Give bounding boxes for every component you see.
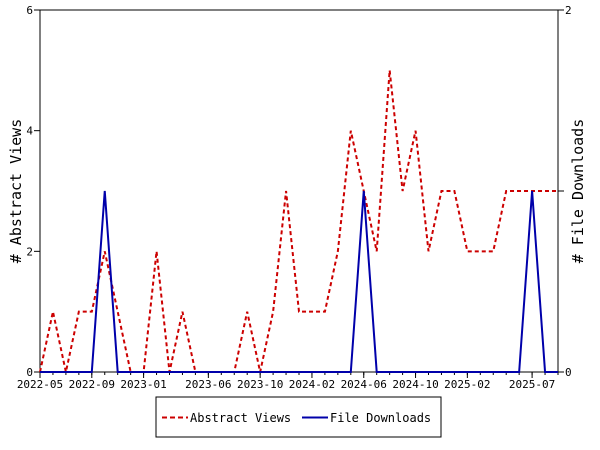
legend-label-file-downloads: File Downloads bbox=[330, 411, 431, 425]
x-tick-label: 2022-09 bbox=[69, 378, 115, 391]
y-left-tick-label: 4 bbox=[26, 125, 33, 138]
legend: Abstract Views File Downloads bbox=[155, 396, 442, 438]
y-right-tick-label: 2 bbox=[565, 4, 572, 17]
legend-label-abstract-views: Abstract Views bbox=[190, 411, 291, 425]
x-tick-label: 2024-02 bbox=[289, 378, 335, 391]
y-left-tick-label: 0 bbox=[26, 366, 33, 379]
legend-box bbox=[155, 396, 442, 438]
y-right-axis-title: # File Downloads bbox=[569, 119, 587, 264]
y-left-axis-title: # Abstract Views bbox=[7, 119, 25, 264]
x-tick-label: 2025-07 bbox=[509, 378, 555, 391]
x-axis: 2022-05 2022-09 2023-01 2023-06 2023-10 2024-… bbox=[17, 372, 559, 391]
x-tick-label: 2024-10 bbox=[392, 378, 438, 391]
series-layer bbox=[39, 70, 558, 373]
y-left-tick-label: 2 bbox=[26, 245, 33, 258]
x-tick-label: 2025-02 bbox=[444, 378, 490, 391]
plot-area bbox=[39, 9, 559, 373]
x-tick-label: 2023-06 bbox=[185, 378, 231, 391]
y-right-tick-label: 0 bbox=[565, 366, 572, 379]
x-tick-label: 2024-06 bbox=[341, 378, 387, 391]
y-left-axis: 0 2 4 6 bbox=[26, 4, 40, 379]
series-line-abstract-views bbox=[39, 70, 558, 373]
y-left-tick-label: 6 bbox=[26, 4, 33, 17]
series-line-file-downloads bbox=[40, 190, 558, 373]
x-tick-label: 2023-10 bbox=[237, 378, 283, 391]
x-tick-label: 2023-01 bbox=[120, 378, 166, 391]
x-tick-label: 2022-05 bbox=[17, 378, 63, 391]
y-right-axis: 02 bbox=[558, 4, 572, 379]
